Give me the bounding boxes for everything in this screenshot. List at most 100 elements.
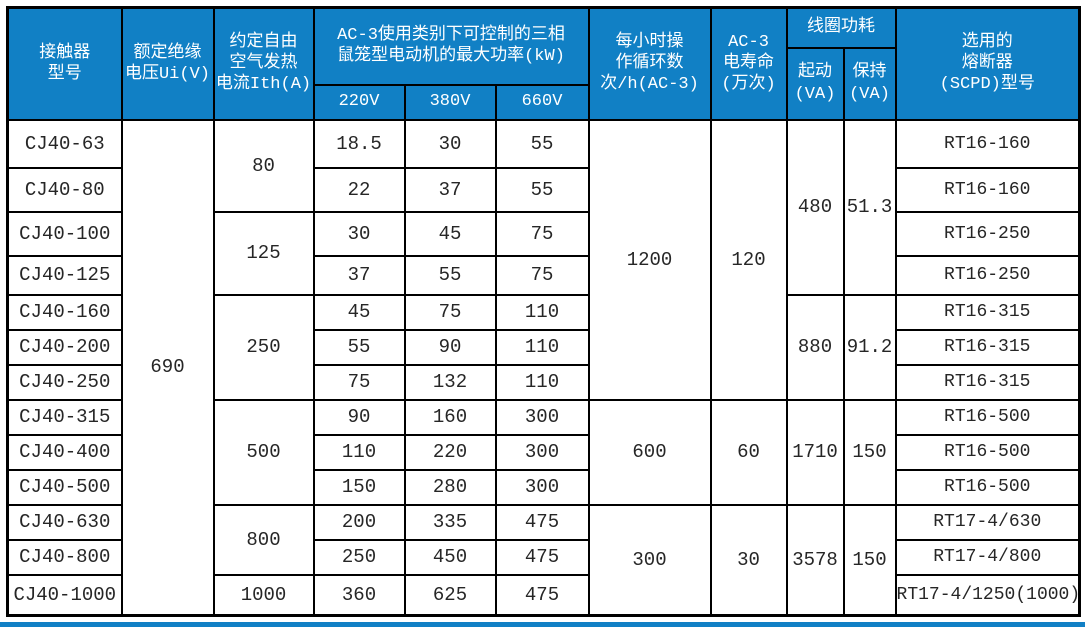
table-row: CJ40-800 250 450 475 RT17-4/800 xyxy=(6,538,1081,576)
header-660v: 660V xyxy=(494,83,590,121)
model-cell: CJ40-400 xyxy=(6,433,123,471)
table-row: CJ40-315 500 90 160 300 600 60 1710 150 … xyxy=(6,398,1081,506)
coil-start-cell: 880 xyxy=(785,293,845,401)
header-contactor-model: 接触器 型号 xyxy=(6,6,123,121)
fuse-cell: RT17-4/1250(1000) xyxy=(894,573,1081,617)
fuse-cell: RT16-160 xyxy=(894,118,1081,169)
table-row: CJ40-500 150 280 300 RT16-500 xyxy=(6,468,1081,506)
model-cell: CJ40-125 xyxy=(6,254,123,296)
header-fuse-type: 选用的 熔断器 (SCPD)型号 xyxy=(894,6,1081,121)
ui-voltage-cell: 690 xyxy=(120,118,215,617)
model-cell: CJ40-250 xyxy=(6,363,123,401)
table-header: 接触器 型号 额定绝缘 电压Ui(V) 约定自由 空气发热 电流Ith(A) A… xyxy=(6,6,1081,121)
power-380v-cell: 132 xyxy=(403,363,497,401)
power-220v-cell: 55 xyxy=(312,328,406,366)
model-cell: CJ40-160 xyxy=(6,293,123,331)
power-380v-cell: 55 xyxy=(403,254,497,296)
power-220v-cell: 37 xyxy=(312,254,406,296)
coil-hold-cell: 91.2 xyxy=(842,293,897,401)
ith-cell: 500 xyxy=(212,398,315,506)
header-coil-start-va: 起动 (VA) xyxy=(785,46,845,121)
header-rated-insulation-voltage: 额定绝缘 电压Ui(V) xyxy=(120,6,215,121)
power-660v-cell: 55 xyxy=(494,166,590,213)
model-cell: CJ40-100 xyxy=(6,210,123,257)
fuse-cell: RT16-250 xyxy=(894,210,1081,257)
power-660v-cell: 300 xyxy=(494,468,590,506)
header-coil-hold-va: 保持 (VA) xyxy=(842,46,897,121)
power-660v-cell: 300 xyxy=(494,398,590,436)
table-row: CJ40-160 250 45 75 110 880 91.2 RT16-315 xyxy=(6,293,1081,401)
power-660v-cell: 300 xyxy=(494,433,590,471)
power-660v-cell: 475 xyxy=(494,538,590,576)
power-380v-cell: 45 xyxy=(403,210,497,257)
power-380v-cell: 37 xyxy=(403,166,497,213)
header-ac3-electrical-life: AC-3 电寿命 (万次) xyxy=(709,6,788,121)
table-row: CJ40-630 800 200 335 475 300 30 3578 150… xyxy=(6,503,1081,617)
coil-start-cell: 480 xyxy=(785,118,845,296)
power-660v-cell: 110 xyxy=(494,293,590,331)
fuse-cell: RT17-4/800 xyxy=(894,538,1081,576)
fuse-cell: RT16-250 xyxy=(894,254,1081,296)
header-380v: 380V xyxy=(403,83,497,121)
fuse-cell: RT16-500 xyxy=(894,398,1081,436)
power-220v-cell: 75 xyxy=(312,363,406,401)
power-380v-cell: 75 xyxy=(403,293,497,331)
fuse-cell: RT16-315 xyxy=(894,363,1081,401)
ith-cell: 250 xyxy=(212,293,315,401)
power-220v-cell: 90 xyxy=(312,398,406,436)
table-row: CJ40-100 125 30 45 75 RT16-250 xyxy=(6,210,1081,296)
table-body: CJ40-63 690 80 18.5 30 55 1200 120 480 5… xyxy=(6,118,1081,617)
fuse-cell: RT16-160 xyxy=(894,166,1081,213)
coil-start-cell: 3578 xyxy=(785,503,845,617)
cycles-cell: 300 xyxy=(587,503,712,617)
header-220v: 220V xyxy=(312,83,406,121)
coil-start-cell: 1710 xyxy=(785,398,845,506)
table-row: CJ40-63 690 80 18.5 30 55 1200 120 480 5… xyxy=(6,118,1081,617)
power-660v-cell: 75 xyxy=(494,210,590,257)
cycles-cell: 600 xyxy=(587,398,712,506)
cycles-cell: 1200 xyxy=(587,118,712,401)
power-380v-cell: 160 xyxy=(403,398,497,436)
model-cell: CJ40-200 xyxy=(6,328,123,366)
power-660v-cell: 110 xyxy=(494,363,590,401)
fuse-cell: RT16-500 xyxy=(894,433,1081,471)
model-cell: CJ40-63 xyxy=(6,118,123,169)
bottom-accent-strip xyxy=(0,622,1085,627)
ith-cell: 80 xyxy=(212,118,315,213)
model-cell: CJ40-1000 xyxy=(6,573,123,617)
power-380v-cell: 90 xyxy=(403,328,497,366)
life-cell: 60 xyxy=(709,398,788,506)
power-380v-cell: 220 xyxy=(403,433,497,471)
fuse-cell: RT16-315 xyxy=(894,293,1081,331)
power-380v-cell: 450 xyxy=(403,538,497,576)
ith-cell: 125 xyxy=(212,210,315,296)
life-cell: 30 xyxy=(709,503,788,617)
power-220v-cell: 30 xyxy=(312,210,406,257)
coil-hold-cell: 51.3 xyxy=(842,118,897,296)
table-row: CJ40-250 75 132 110 RT16-315 xyxy=(6,363,1081,401)
power-380v-cell: 625 xyxy=(403,573,497,617)
power-660v-cell: 55 xyxy=(494,118,590,169)
header-conventional-thermal-current: 约定自由 空气发热 电流Ith(A) xyxy=(212,6,315,121)
power-380v-cell: 335 xyxy=(403,503,497,541)
model-cell: CJ40-315 xyxy=(6,398,123,436)
ith-cell: 800 xyxy=(212,503,315,576)
power-220v-cell: 45 xyxy=(312,293,406,331)
power-660v-cell: 110 xyxy=(494,328,590,366)
table-row: CJ40-125 37 55 75 RT16-250 xyxy=(6,254,1081,296)
table-row: CJ40-400 110 220 300 RT16-500 xyxy=(6,433,1081,471)
table-row: CJ40-200 55 90 110 RT16-315 xyxy=(6,328,1081,366)
power-220v-cell: 18.5 xyxy=(312,118,406,169)
power-660v-cell: 475 xyxy=(494,503,590,541)
model-cell: CJ40-800 xyxy=(6,538,123,576)
power-220v-cell: 200 xyxy=(312,503,406,541)
power-220v-cell: 360 xyxy=(312,573,406,617)
header-coil-consumption-group: 线圈功耗 xyxy=(785,6,897,49)
power-220v-cell: 110 xyxy=(312,433,406,471)
contactor-spec-table-wrap: 接触器 型号 额定绝缘 电压Ui(V) 约定自由 空气发热 电流Ith(A) A… xyxy=(6,6,1082,617)
fuse-cell: RT17-4/630 xyxy=(894,503,1081,541)
coil-hold-cell: 150 xyxy=(842,503,897,617)
fuse-cell: RT16-315 xyxy=(894,328,1081,366)
table-row: CJ40-80 22 37 55 RT16-160 xyxy=(6,166,1081,213)
contactor-spec-table: 接触器 型号 额定绝缘 电压Ui(V) 约定自由 空气发热 电流Ith(A) A… xyxy=(6,6,1082,617)
